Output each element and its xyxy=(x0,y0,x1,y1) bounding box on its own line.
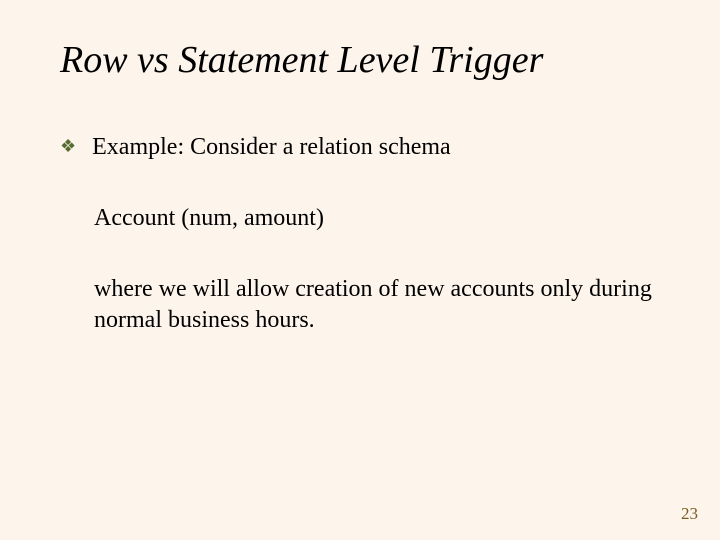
bullet-text: Example: Consider a relation schema xyxy=(92,132,451,163)
diamond-bullet-icon: ❖ xyxy=(60,132,76,160)
bullet-item: ❖ Example: Consider a relation schema xyxy=(60,132,660,163)
body-block: Account (num, amount) where we will allo… xyxy=(94,203,660,337)
schema-line: Account (num, amount) xyxy=(94,203,660,234)
slide-title: Row vs Statement Level Trigger xyxy=(60,38,660,84)
description-line: where we will allow creation of new acco… xyxy=(94,274,660,336)
slide-container: Row vs Statement Level Trigger ❖ Example… xyxy=(0,0,720,540)
page-number: 23 xyxy=(681,504,698,524)
